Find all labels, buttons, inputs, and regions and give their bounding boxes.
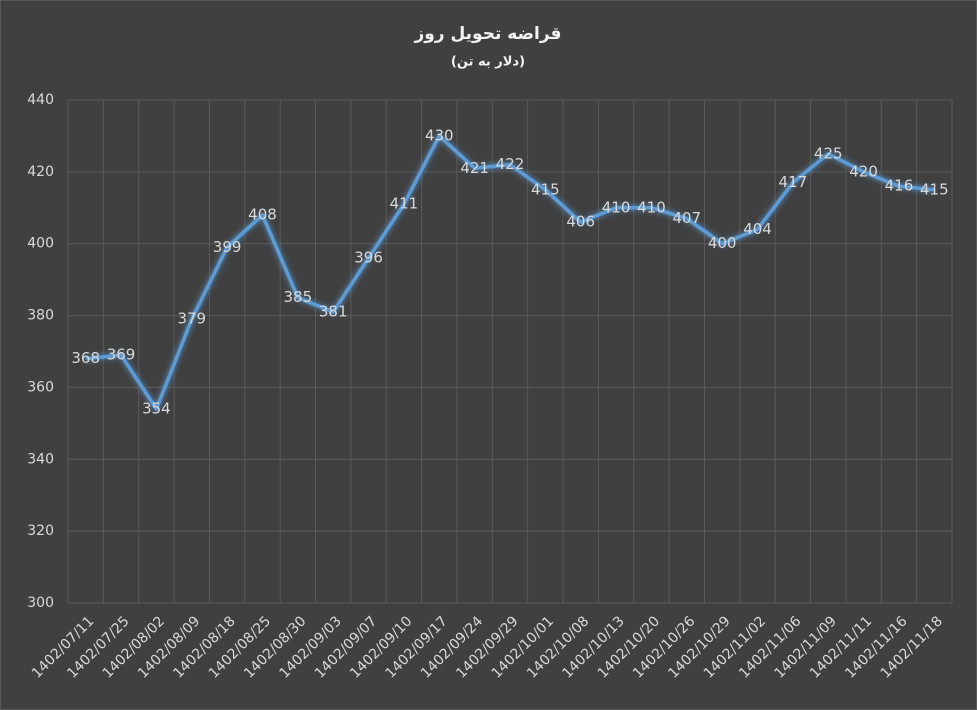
- data-label: 379: [177, 310, 206, 328]
- data-label: 415: [531, 180, 560, 198]
- data-label: 406: [566, 213, 595, 231]
- data-label: 396: [354, 249, 383, 267]
- chart-subtitle: (دلار به تن): [451, 55, 525, 70]
- y-tick-label: 440: [27, 92, 54, 108]
- data-label: 410: [602, 198, 631, 216]
- data-label: 416: [885, 177, 914, 195]
- data-label: 407: [672, 209, 701, 227]
- data-label: 399: [213, 238, 242, 256]
- data-label: 425: [814, 144, 843, 162]
- y-tick-label: 320: [27, 523, 54, 539]
- y-tick-label: 300: [27, 595, 54, 611]
- data-label: 421: [460, 159, 489, 177]
- data-label: 385: [284, 288, 313, 306]
- data-label: 400: [708, 234, 737, 252]
- line: [85, 134, 935, 411]
- y-tick-label: 400: [27, 236, 54, 252]
- data-label: 430: [425, 126, 454, 144]
- y-tick-label: 420: [27, 164, 54, 180]
- data-label: 381: [319, 302, 348, 320]
- data-label: 410: [637, 198, 666, 216]
- y-tick-label: 360: [27, 379, 54, 395]
- data-label: 420: [849, 162, 878, 180]
- y-tick-label: 380: [27, 308, 54, 324]
- y-tick-label: 340: [27, 451, 54, 467]
- data-label: 422: [496, 155, 525, 173]
- data-label: 354: [142, 399, 171, 417]
- chart-title: قراضه تحویل روز: [413, 24, 561, 44]
- data-label: 417: [779, 173, 808, 191]
- data-label: 411: [390, 195, 419, 213]
- data-label: 369: [107, 346, 136, 364]
- data-label: 404: [743, 220, 772, 238]
- data-label: 368: [71, 349, 100, 367]
- data-label: 408: [248, 205, 277, 223]
- data-label: 415: [920, 180, 949, 198]
